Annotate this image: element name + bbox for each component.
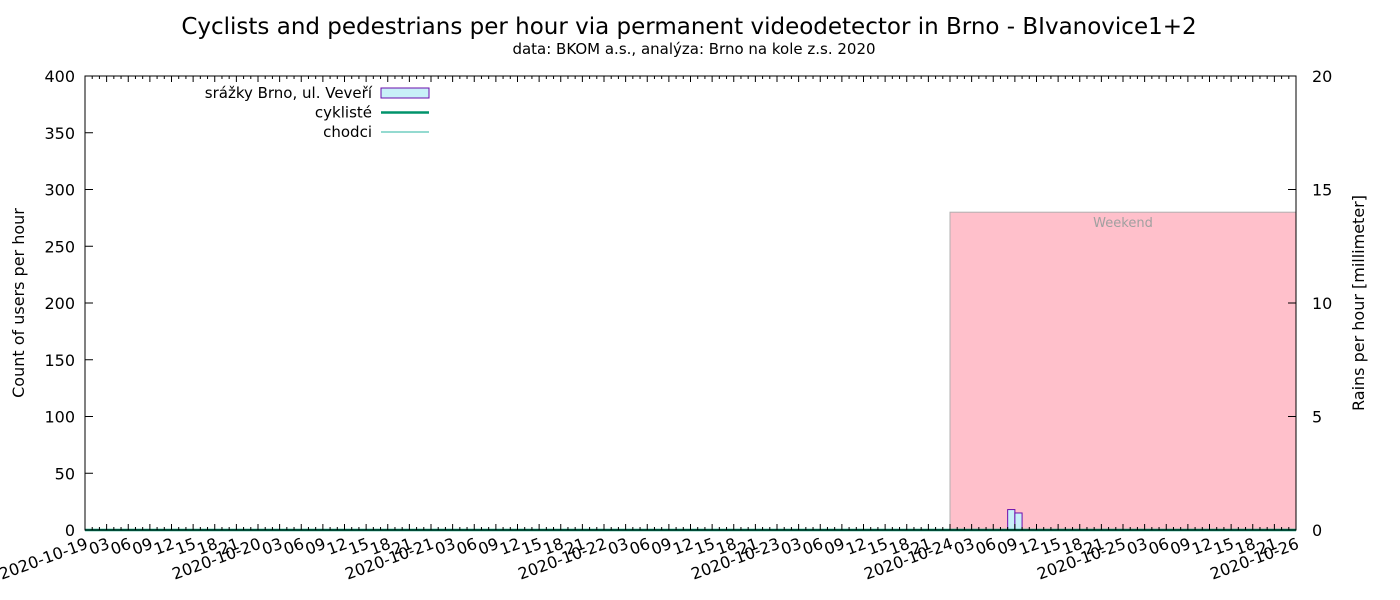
y-tick-label: 200 [44, 294, 75, 313]
x-tick-label: 06 [973, 534, 999, 559]
x-tick-label: 15 [173, 534, 199, 559]
x-tick-label: 03 [259, 534, 285, 559]
x-tick-label: 03 [86, 534, 112, 559]
y-tick-label: 250 [44, 237, 75, 256]
x-tick-label: 12 [1189, 534, 1215, 559]
x-tick-label: 09 [130, 534, 156, 559]
chart-subtitle: data: BKOM a.s., analýza: Brno na kole z… [512, 40, 875, 58]
x-tick-label: 06 [108, 534, 134, 559]
x-tick-label: 12 [1016, 534, 1042, 559]
x-tick-label: 2020-10-19 [0, 534, 90, 584]
x-tick-label: 03 [432, 534, 458, 559]
x-tick-label: 12 [324, 534, 350, 559]
legend-cyclists-label: cyklisté [315, 104, 372, 122]
x-tick-label: 06 [627, 534, 653, 559]
y-tick-label: 350 [44, 124, 75, 143]
x-tick-label: 15 [346, 534, 372, 559]
x-tick-label: 12 [670, 534, 696, 559]
weekend-label: Weekend [1093, 216, 1153, 231]
y-axis-label: Count of users per hour [9, 208, 28, 398]
legend-rain-swatch [380, 87, 430, 99]
y2-tick-label: 15 [1312, 181, 1332, 200]
chart-title: Cyclists and pedestrians per hour via pe… [181, 14, 1196, 40]
rain-bar [1007, 509, 1016, 531]
x-tick-label: 12 [151, 534, 177, 559]
rain-bar [1014, 512, 1023, 531]
y-tick-label: 50 [55, 464, 75, 483]
x-tick-label: 09 [995, 534, 1021, 559]
x-tick-label: 03 [778, 534, 804, 559]
x-tick-label: 12 [497, 534, 523, 559]
x-tick-label: 09 [822, 534, 848, 559]
x-tick-label: 09 [303, 534, 329, 559]
weekend-band [949, 211, 1297, 531]
x-tick-label: 06 [281, 534, 307, 559]
y-tick-label: 300 [44, 181, 75, 200]
x-tick-label: 03 [605, 534, 631, 559]
x-tick-label: 12 [843, 534, 869, 559]
y-tick-label: 150 [44, 351, 75, 370]
x-tick-label: 09 [476, 534, 502, 559]
y-tick-label: 400 [44, 67, 75, 86]
x-tick-label: 03 [951, 534, 977, 559]
x-tick-label: 09 [649, 534, 675, 559]
x-tick-label: 09 [1168, 534, 1194, 559]
y-tick-label: 0 [65, 521, 75, 540]
legend-rain-label: srážky Brno, ul. Veveří [205, 84, 373, 102]
x-tick-label: 15 [519, 534, 545, 559]
x-tick-label: 15 [692, 534, 718, 559]
x-tick-label: 06 [1146, 534, 1172, 559]
x-tick-label: 06 [800, 534, 826, 559]
x-tick-label: 15 [865, 534, 891, 559]
x-tick-label: 03 [1124, 534, 1150, 559]
x-tick-label: 06 [454, 534, 480, 559]
y2-axis-label: Rains per hour [millimeter] [1349, 195, 1368, 411]
y2-tick-label: 10 [1312, 294, 1332, 313]
x-tick-label: 15 [1211, 534, 1237, 559]
y2-tick-label: 5 [1312, 408, 1322, 427]
y2-tick-label: 20 [1312, 67, 1332, 86]
x-tick-label: 15 [1038, 534, 1064, 559]
y-tick-label: 100 [44, 408, 75, 427]
legend-pedestrians-label: chodci [323, 123, 372, 141]
y2-tick-label: 0 [1312, 521, 1322, 540]
